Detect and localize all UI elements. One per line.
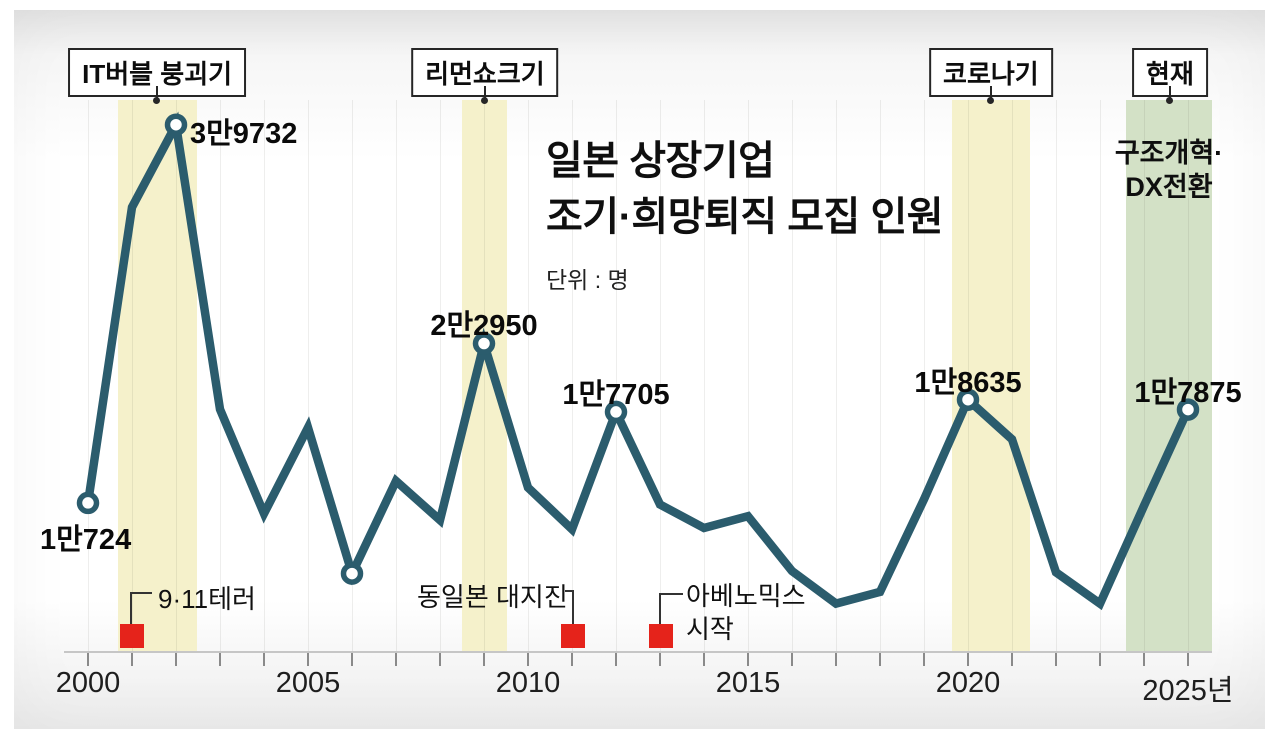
axis-tick-2002 [175,653,177,666]
gridline-2009 [484,100,485,652]
gridline-2002 [176,100,177,652]
axis-tick-2014 [703,653,705,666]
event-connector-earthquake-vertical [572,590,574,624]
gridline-2023 [1100,100,1101,652]
value-label-2009: 2만2950 [430,310,538,343]
period-pointer-dot-present [1165,97,1173,104]
gridline-2008 [440,100,441,652]
axis-tick-2008 [439,653,441,666]
period-pointer-line-present [1168,86,1171,99]
period-pointer-line-corona [989,86,992,99]
axis-tick-2001 [131,653,133,666]
axis-tick-2003 [219,653,221,666]
axis-tick-2015 [747,653,749,666]
x-axis-label-2025: 2025년 [1142,675,1234,707]
axis-tick-2013 [659,653,661,666]
axis-tick-2025 [1187,653,1189,666]
event-label-abenomics: 아베노믹스 시작 [686,580,806,646]
axis-tick-2010 [527,653,529,666]
band-note-line1: 구조개혁· [1114,138,1224,168]
band-note-line2: DX전환 [1125,172,1213,202]
x-axis-label-2000: 2000 [55,667,121,699]
band-it-bubble [117,100,198,652]
period-pointer-dot-it-bubble [153,97,161,104]
axis-tick-2004 [263,653,265,666]
gridline-2003 [220,100,221,652]
gridline-2007 [396,100,397,652]
axis-tick-2020 [967,653,969,666]
axis-tick-2012 [615,653,617,666]
event-label-tohoku-earthquake: 동일본 대지진 [417,582,568,612]
chart-title-block: 일본 상장기업 조기·희망퇴직 모집 인원 단위 : 명 [546,138,944,295]
gridline-2005 [308,100,309,652]
event-label-abenomics-line2: 시작 [686,614,734,644]
x-axis-label-2010: 2010 [495,667,561,699]
value-label-2020: 1만8635 [914,366,1022,399]
axis-tick-2024 [1143,653,1145,666]
period-pointer-dot-lehman [480,97,488,104]
axis-tick-2005 [307,653,309,666]
present-band-note: 구조개혁· DX전환 [1115,136,1223,204]
gridline-2004 [264,100,265,652]
axis-tick-2018 [879,653,881,666]
event-connector-abenomics-horizontal [659,593,683,595]
period-pointer-line-it-bubble [156,86,159,99]
axis-tick-2006 [351,653,353,666]
gridline-2006 [352,100,353,652]
event-connector-911-vertical [130,592,132,624]
axis-tick-2023 [1099,653,1101,666]
x-axis-label-2020: 2020 [935,667,1001,699]
x-axis-line [64,651,1212,653]
period-pointer-dot-corona [986,97,994,104]
axis-tick-2017 [835,653,837,666]
x-axis-label-2005: 2005 [275,667,341,699]
event-marker-911 [120,624,144,648]
event-label-911: 9·11테러 [158,584,256,614]
axis-tick-2007 [395,653,397,666]
event-marker-abenomics [649,624,673,648]
axis-tick-2019 [923,653,925,666]
value-label-2012: 1만7705 [562,378,670,411]
event-label-abenomics-line1: 아베노믹스 [686,581,806,611]
event-marker-tohoku-earthquake [561,624,585,648]
gridline-2001 [132,100,133,652]
gridline-2000 [88,100,89,652]
axis-tick-2021 [1011,653,1013,666]
axis-tick-2016 [791,653,793,666]
axis-tick-2000 [87,653,89,666]
chart-unit-label: 단위 : 명 [546,267,629,293]
value-label-2025: 1만7875 [1134,376,1242,409]
axis-tick-2022 [1055,653,1057,666]
value-label-2000: 1만724 [40,523,132,556]
event-connector-911-horizontal [130,592,152,594]
x-axis-label-2015: 2015 [715,667,781,699]
event-connector-abenomics-vertical [659,593,661,624]
value-label-2002: 3만9732 [190,117,298,150]
chart-title-line2: 조기·희망퇴직 모집 인원 [546,195,944,239]
gridline-2010 [528,100,529,652]
chart-title-line1: 일본 상장기업 [546,139,775,183]
axis-tick-2009 [483,653,485,666]
period-pointer-line-lehman [483,86,486,99]
axis-tick-2011 [571,653,573,666]
gridline-2022 [1056,100,1057,652]
